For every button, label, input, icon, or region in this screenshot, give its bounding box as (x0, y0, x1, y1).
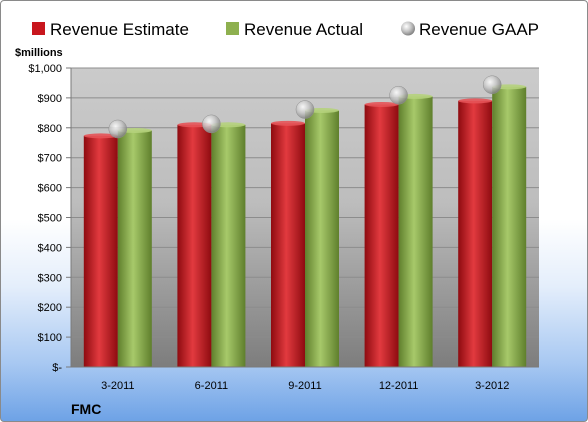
bar-revenue-actual (117, 130, 152, 367)
legend-swatch-revenue-estimate (32, 22, 45, 35)
y-tick-label: $600 (38, 183, 62, 195)
marker-revenue-gaap (295, 100, 315, 119)
x-axis: 3-2011 6-2011 9-2011 12-2011 3-2012 (71, 366, 539, 392)
y-tick-label: $400 (38, 242, 62, 254)
bar-top-revenue-estimate (364, 101, 399, 107)
y-axis: $- $100 $200 $300 $400 $500 $600 $700 $800 $900 $1… (28, 63, 72, 374)
y-tick-label: $900 (38, 93, 62, 105)
legend: Revenue Estimate Revenue Actual Revenue GA… (32, 20, 539, 39)
legend-label-revenue-estimate: Revenue Estimate (50, 20, 189, 39)
gaap-markers (108, 75, 502, 139)
bar-revenue-actual (305, 110, 339, 367)
y-tick-label: $100 (38, 332, 62, 344)
bar-revenue-estimate (83, 135, 118, 367)
x-tick-label: 6-2011 (195, 380, 228, 392)
y-tick-label: $300 (38, 272, 62, 284)
bar-revenue-estimate (177, 124, 212, 367)
marker-revenue-gaap (482, 75, 502, 94)
unit-label: $millions (15, 47, 63, 59)
x-tick-label: 9-2011 (288, 380, 321, 392)
y-tick-label: $- (52, 362, 62, 374)
bar-revenue-estimate (458, 100, 493, 367)
y-tick-label: $700 (38, 153, 62, 165)
legend-swatch-revenue-gaap (401, 21, 415, 36)
y-tick-label: $1,000 (28, 63, 62, 75)
marker-revenue-gaap (108, 119, 128, 139)
bar-revenue-actual (211, 124, 246, 367)
bar-revenue-estimate (271, 123, 305, 367)
x-tick-label: 3-2012 (475, 380, 509, 392)
x-tick-label: 12-2011 (379, 380, 419, 392)
bars (83, 84, 527, 367)
legend-label-revenue-gaap: Revenue GAAP (419, 20, 539, 39)
marker-revenue-gaap (202, 114, 221, 134)
marker-revenue-gaap (389, 85, 408, 105)
bar-top-revenue-estimate (458, 98, 493, 104)
y-tick-label: $800 (38, 123, 62, 135)
legend-swatch-revenue-actual (226, 22, 239, 35)
ticker-label: FMC (71, 401, 101, 417)
y-tick-label: $500 (38, 213, 62, 225)
bar-revenue-actual (492, 86, 527, 367)
x-tick-label: 3-2011 (101, 380, 134, 392)
legend-label-revenue-actual: Revenue Actual (244, 20, 363, 39)
bar-revenue-actual (398, 96, 433, 367)
bar-top-revenue-estimate (271, 120, 305, 126)
y-tick-label: $200 (38, 302, 62, 314)
bar-top-revenue-estimate (83, 133, 118, 139)
bar-revenue-estimate (364, 104, 399, 367)
